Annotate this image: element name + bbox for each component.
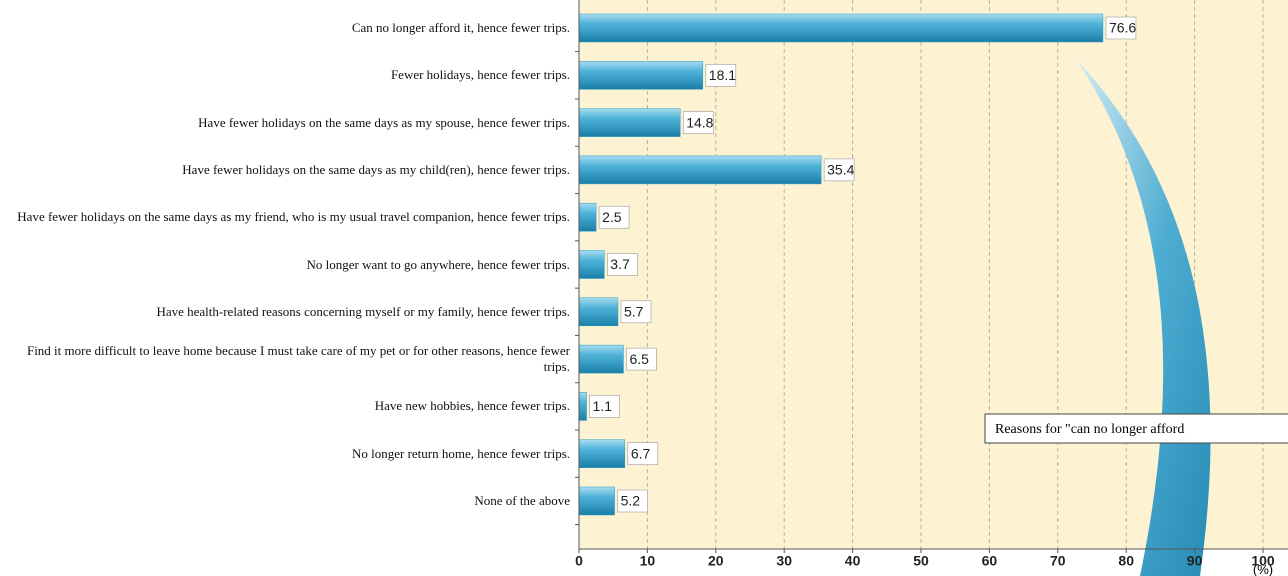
value-label: 14.8	[686, 114, 713, 130]
x-tick-label: 80	[1118, 553, 1134, 569]
annotation: Reasons for "can no longer afford	[995, 422, 1184, 437]
x-tick-label: 60	[982, 553, 998, 569]
value-label: 6.7	[631, 445, 651, 461]
category-label: Can no longer afford it, hence fewer tri…	[351, 20, 570, 35]
value-label: 18.1	[709, 67, 736, 83]
decorative-arc	[1075, 58, 1211, 576]
x-tick-label: 90	[1187, 553, 1203, 569]
x-unit: (%)	[1253, 562, 1273, 576]
bar	[578, 392, 587, 421]
bar	[578, 155, 822, 185]
value-label: 35.4	[827, 162, 854, 178]
bar	[578, 108, 681, 137]
category-label: Have fewer holidays on the same days as …	[182, 161, 570, 177]
bar	[578, 13, 1104, 43]
x-tick-label: 100	[1251, 553, 1275, 569]
x-tick-label: 70	[1050, 553, 1066, 569]
value-label-box	[598, 205, 630, 229]
bar	[578, 202, 597, 232]
x-tick-label: 0	[575, 553, 583, 569]
value-label: 2.5	[602, 209, 622, 225]
annotation-box	[984, 413, 1288, 444]
value-label-box	[705, 64, 737, 87]
category-label: No longer want to go anywhere, hence few…	[306, 256, 570, 272]
bar	[578, 486, 615, 516]
x-tick-label: 40	[845, 553, 861, 569]
category-label: Have fewer holidays on the same days as …	[198, 114, 570, 130]
value-label-box	[620, 300, 652, 324]
value-label-box	[823, 158, 855, 182]
category-label: Have health-related reasons concerning m…	[156, 303, 570, 319]
value-label-box	[617, 489, 648, 513]
value-label: 5.2	[621, 493, 641, 509]
value-label-box	[1105, 16, 1137, 40]
value-label-box	[589, 395, 620, 418]
x-tick-label: 30	[776, 553, 792, 569]
bar	[578, 250, 605, 279]
category-label: Have new hobbies, hence fewer trips.	[374, 398, 570, 414]
bar	[578, 297, 619, 327]
category-label: No longer return home, hence fewer trips…	[351, 445, 570, 461]
category-label: Fewer holidays, hence fewer trips.	[390, 67, 570, 83]
value-label: 5.7	[624, 304, 644, 320]
category-label: None of the above	[474, 493, 570, 508]
x-tick-label: 50	[913, 553, 929, 569]
category-label: Have fewer holidays on the same days as …	[17, 209, 570, 225]
bar	[578, 61, 704, 90]
x-tick-label: 20	[708, 553, 724, 569]
bar	[578, 344, 624, 374]
x-tick-label: 10	[640, 553, 656, 569]
value-label-box	[607, 253, 638, 276]
value-label: 6.5	[629, 351, 649, 367]
value-label: 3.7	[610, 256, 630, 272]
category-label: Find it more difficult to leave home bec…	[26, 343, 570, 375]
bar	[578, 439, 626, 468]
value-label-box	[626, 347, 657, 371]
value-label: 1.1	[593, 398, 613, 414]
value-label-box	[682, 111, 714, 134]
value-label-box	[627, 442, 659, 466]
value-label: 76.6	[1109, 20, 1136, 36]
